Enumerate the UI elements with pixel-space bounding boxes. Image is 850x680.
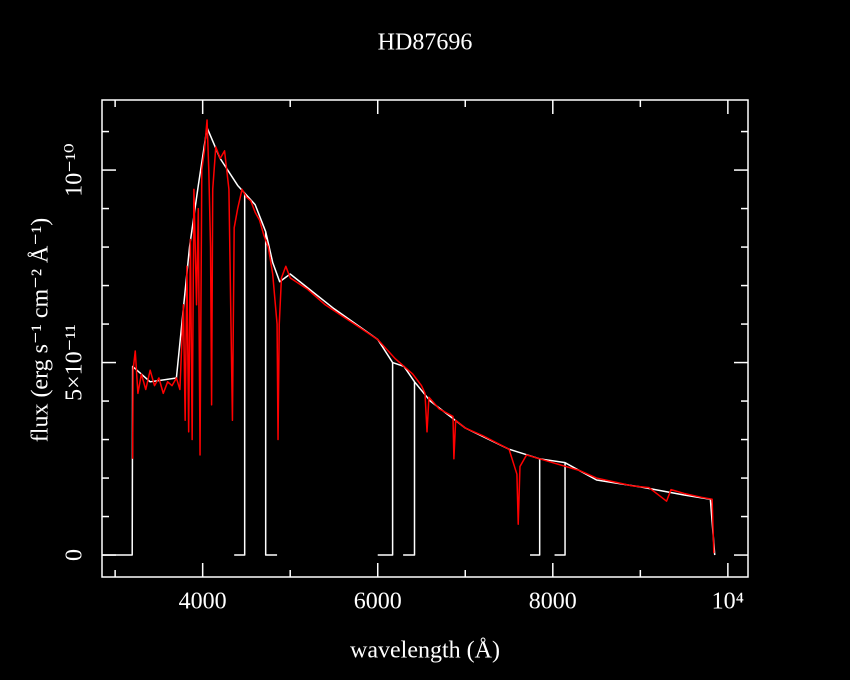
x-axis-label: wavelength (Å) xyxy=(350,638,500,664)
x-tick-label: 8000 xyxy=(529,589,577,615)
y-tick-label: 5×10⁻¹¹ xyxy=(62,324,88,401)
spectrum-line xyxy=(131,119,715,554)
chart-title: HD87696 xyxy=(378,30,473,56)
spectrum-line xyxy=(102,126,716,556)
plot-area xyxy=(102,119,716,556)
x-tick-label: 6000 xyxy=(354,589,402,615)
y-axis-label: flux (erg s⁻¹ cm⁻² Å⁻¹) xyxy=(28,218,54,442)
y-tick-label: 0 xyxy=(62,549,88,561)
plot-frame xyxy=(101,99,749,578)
x-tick-label: 10⁴ xyxy=(712,589,744,615)
y-tick-label: 10⁻¹⁰ xyxy=(62,143,88,196)
x-tick-label: 4000 xyxy=(179,589,227,615)
